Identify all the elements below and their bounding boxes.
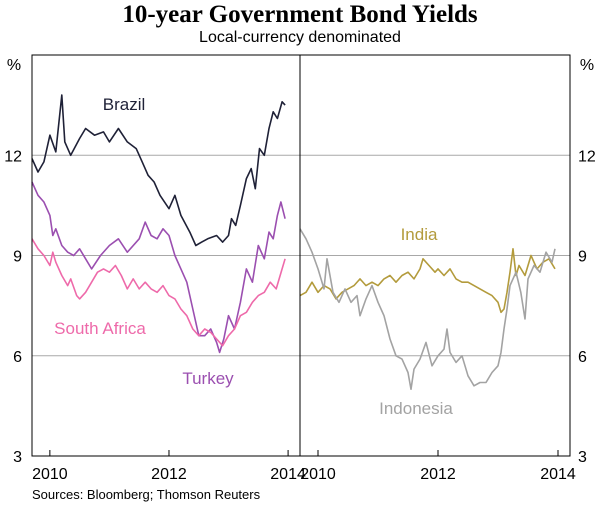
chart-subtitle: Local-currency denominated [199,29,401,46]
x-tick-label-p2-2010: 2010 [300,466,336,483]
series-line-indonesia [299,228,556,391]
x-tick-label-p2-2012: 2012 [420,466,456,483]
series-line-south-africa [31,238,286,347]
source-note: Sources: Bloomberg; Thomson Reuters [32,487,261,502]
series-line-turkey [31,181,286,354]
plot-frame [31,54,571,457]
x-tick-label-p1-2010: 2010 [32,466,68,483]
x-tick-label-p1-2012: 2012 [151,466,187,483]
series-label-indonesia: Indonesia [379,399,453,418]
series-label-south-africa: South Africa [54,319,146,338]
y-tick-label-right-9: 9 [578,249,587,266]
series-label-brazil: Brazil [103,95,146,114]
chart-title: 10-year Government Bond Yields [122,1,478,28]
y-tick-label-left-3: 3 [13,449,22,466]
series-label-india: India [401,225,438,244]
y-tick-label-right-3: 3 [578,449,587,466]
y-tick-label-right-12: 12 [578,148,596,165]
y-tick-label-left-9: 9 [13,249,22,266]
y-tick-label-left-6: 6 [13,349,22,366]
series-line-brazil [31,94,286,247]
y-tick-label-right-6: 6 [578,349,587,366]
x-tick-label-p2-2014: 2014 [540,466,576,483]
series-line-india [299,248,556,314]
y-unit-label-left: % [7,57,21,74]
y-unit-label-right: % [580,57,594,74]
y-tick-label-left-12: 12 [4,148,22,165]
x-tick-label-p1-2014: 2014 [270,466,306,483]
series-label-turkey: Turkey [182,369,234,388]
